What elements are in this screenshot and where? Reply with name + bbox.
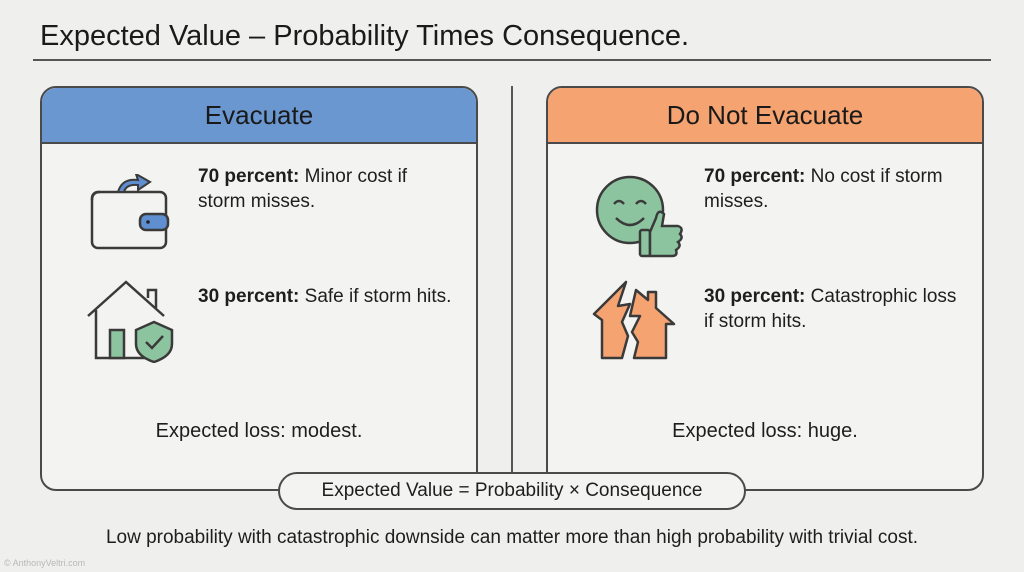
vertical-divider: [511, 86, 513, 472]
formula-pill: Expected Value = Probability × Consequen…: [278, 472, 746, 510]
card-header: Do Not Evacuate: [548, 88, 982, 144]
evacuate-card: Evacuate 70 percent: Minor cost if storm…: [40, 86, 478, 491]
item-text: 70 percent: Minor cost if storm misses.: [198, 166, 408, 212]
broken-house-icon: [592, 280, 676, 360]
copyright-watermark: © AnthonyVeltri.com: [4, 558, 86, 568]
page-title: Expected Value – Probability Times Conse…: [40, 20, 690, 52]
do-not-evacuate-card: Do Not Evacuate 70 percent: No cost if s…: [546, 86, 984, 491]
expected-loss: Expected loss: modest.: [155, 420, 363, 442]
wallet-icon: [90, 174, 170, 250]
smiley-thumbs-up-icon: [595, 175, 683, 258]
footer-caption: Low probability with catastrophic downsi…: [105, 527, 919, 548]
expected-loss: Expected loss: huge.: [672, 420, 858, 442]
card-header: Evacuate: [42, 88, 476, 144]
item-text: 30 percent: Catastrophic loss if storm h…: [704, 286, 957, 332]
title-divider: [33, 59, 991, 61]
house-shield-icon: [87, 280, 174, 363]
item-text: 70 percent: No cost if storm misses.: [704, 166, 943, 212]
item-text: 30 percent: Safe if storm hits.: [198, 286, 452, 307]
